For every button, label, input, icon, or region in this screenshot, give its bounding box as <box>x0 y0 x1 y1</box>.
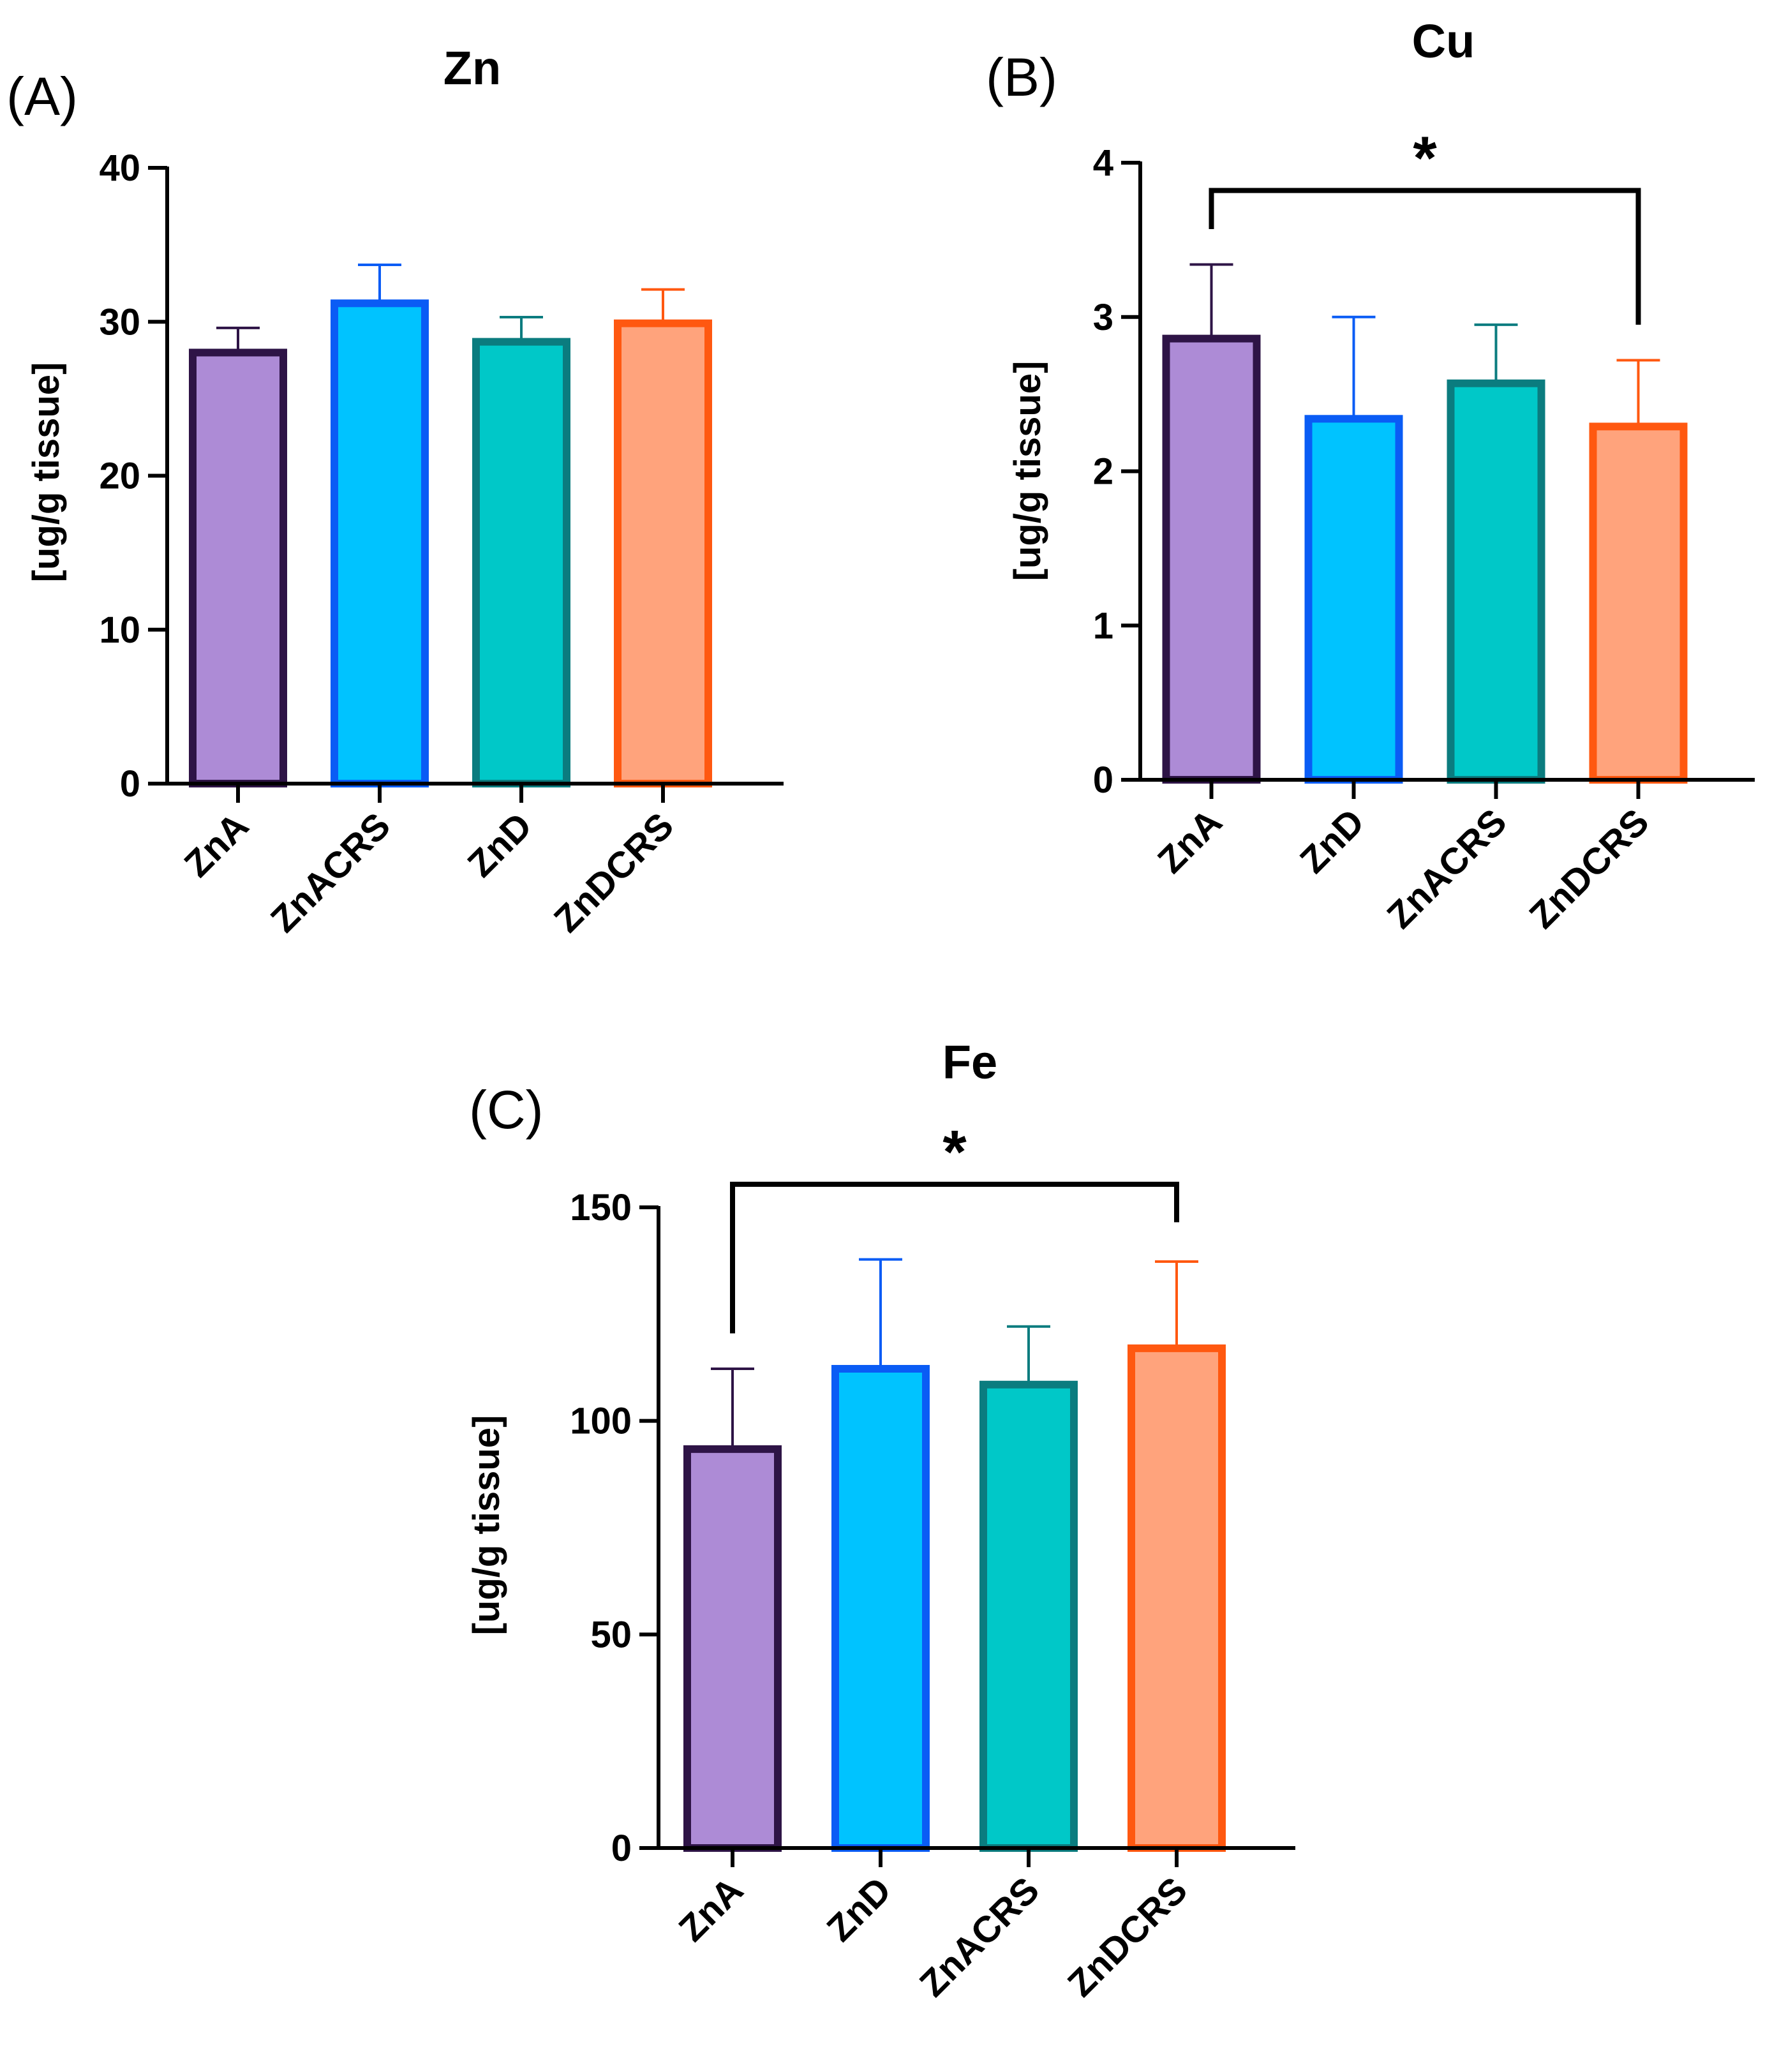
panel-a: (A) Zn [ug/g tissue] 0 10 20 30 40 ZnA ZnACRS… <box>6 41 784 941</box>
y-tick-label: 20 <box>99 456 140 497</box>
y-tick-label: 0 <box>611 1828 632 1869</box>
y-tick-label: 100 <box>570 1401 632 1442</box>
y-axis-ticks: 0 10 20 30 40 <box>99 147 167 805</box>
bars <box>1162 263 1688 784</box>
x-axis-ticks: ZnA ZnD ZnACRS ZnDCRS <box>1150 780 1657 937</box>
x-tick-label: ZnA <box>671 1869 752 1949</box>
y-axis-title: [ug/g tissue] <box>26 362 67 583</box>
axes <box>165 167 784 786</box>
significance-label: * <box>1413 124 1437 193</box>
x-tick-label: ZnACRS <box>263 805 398 940</box>
x-tick-label: ZnA <box>1150 801 1230 881</box>
x-tick-label: ZnDCRS <box>546 805 681 940</box>
chart-title: Zn <box>443 41 501 94</box>
significance-bracket <box>730 1181 1179 1334</box>
y-tick-label: 2 <box>1093 451 1113 493</box>
bar-znd <box>472 338 570 787</box>
y-tick-label: 30 <box>99 301 140 343</box>
bars <box>189 263 712 788</box>
axes <box>1138 161 1755 782</box>
y-axis-ticks: 0 1 2 3 4 <box>1093 142 1140 801</box>
y-tick-label: 10 <box>99 609 140 651</box>
significance: * <box>730 1118 1179 1334</box>
bar-znacrs <box>331 299 429 787</box>
axes <box>657 1206 1295 1850</box>
x-tick-label: ZnD <box>460 805 540 885</box>
panel-b: (B) Cu [ug/g tissue] 0 1 2 3 4 ZnA ZnD ZnACRS Z… <box>986 15 1755 937</box>
bar-znacrs <box>979 1380 1078 1852</box>
bars <box>683 1258 1226 1852</box>
y-tick-label: 0 <box>1093 759 1113 801</box>
panel-label: (A) <box>6 66 78 126</box>
y-tick-label: 0 <box>120 763 140 805</box>
y-axis-title: [ug/g tissue] <box>466 1415 507 1636</box>
panel-label: (C) <box>469 1080 544 1140</box>
significance-label: * <box>942 1118 967 1186</box>
significance: * <box>1209 124 1641 325</box>
x-tick-label: ZnDCRS <box>1060 1869 1195 2004</box>
y-axis-ticks: 0 50 100 150 <box>570 1187 659 1869</box>
y-tick-label: 1 <box>1093 605 1113 646</box>
y-tick-label: 4 <box>1093 142 1113 184</box>
x-tick-label: ZnACRS <box>1379 801 1514 936</box>
bar-zna <box>189 348 287 787</box>
bar-zna <box>1162 334 1261 784</box>
chart-title: Fe <box>942 1036 997 1089</box>
y-tick-label: 50 <box>590 1614 632 1655</box>
chart-title: Cu <box>1412 15 1475 68</box>
bar-znacrs <box>1447 379 1545 784</box>
bar-zna <box>683 1445 782 1852</box>
panel-label: (B) <box>986 47 1057 107</box>
y-tick-label: 40 <box>99 147 140 189</box>
panel-c: (C) Fe [ug/g tissue] 0 50 100 150 ZnA ZnD ZnA… <box>466 1036 1295 2005</box>
x-tick-label: ZnD <box>1292 801 1373 881</box>
x-axis-ticks: ZnA ZnACRS ZnD ZnDCRS <box>177 784 681 941</box>
bar-zndcrs <box>614 319 712 788</box>
y-axis-title: [ug/g tissue] <box>1007 361 1048 581</box>
y-tick-label: 3 <box>1093 297 1113 338</box>
x-tick-label: ZnDCRS <box>1521 801 1656 936</box>
x-tick-label: ZnACRS <box>912 1869 1047 2004</box>
bar-znd <box>1304 415 1403 784</box>
x-tick-label: ZnA <box>177 805 257 885</box>
x-axis-ticks: ZnA ZnD ZnACRS ZnDCRS <box>671 1848 1195 2005</box>
y-tick-label: 150 <box>570 1187 632 1228</box>
bar-zndcrs <box>1589 422 1688 784</box>
significance-bracket <box>1209 188 1641 325</box>
bar-znd <box>831 1365 930 1852</box>
bar-zndcrs <box>1128 1344 1226 1852</box>
x-tick-label: ZnD <box>819 1869 900 1949</box>
